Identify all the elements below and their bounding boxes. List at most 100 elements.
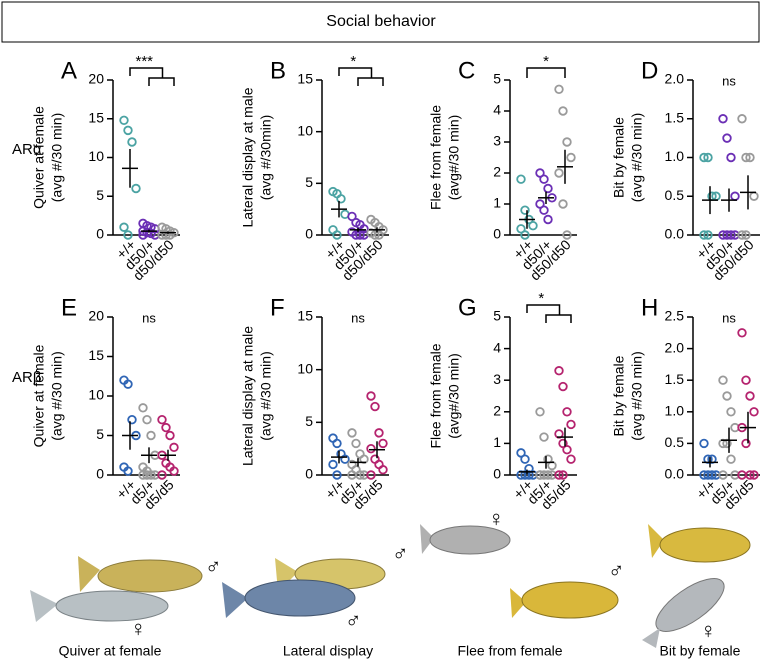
data-point — [378, 438, 388, 449]
y-tick-label: 10 — [297, 360, 313, 376]
data-point — [718, 114, 728, 124]
y-tick-label: 5 — [96, 187, 104, 203]
fish-illustration — [222, 558, 386, 618]
significance-label: ns — [351, 310, 365, 325]
data-point — [123, 466, 133, 476]
data-point — [520, 230, 530, 240]
data-point — [562, 407, 572, 417]
y-tick-label: 1.0 — [665, 148, 685, 164]
y-axis-label: (avg #/30 min) — [629, 351, 645, 440]
y-tick-label: 15 — [88, 347, 104, 363]
data-point — [562, 445, 572, 455]
data-point — [123, 379, 133, 389]
data-point — [328, 459, 338, 470]
data-point — [726, 230, 736, 240]
data-point — [142, 415, 152, 425]
data-point — [726, 407, 736, 417]
data-point — [745, 152, 755, 163]
data-point — [355, 230, 365, 240]
data-point — [520, 454, 530, 464]
y-axis-label: Flee from female — [428, 343, 444, 448]
y-tick-label: 15 — [88, 109, 104, 125]
data-point — [127, 137, 137, 147]
data-point — [558, 470, 568, 480]
data-point — [516, 174, 526, 184]
y-tick-label: 3 — [493, 371, 501, 387]
y-tick-label: 1.5 — [665, 109, 685, 125]
data-point — [123, 230, 133, 240]
data-point — [131, 183, 141, 194]
y-axis-label: Bit by female — [611, 117, 627, 198]
data-point — [157, 470, 167, 480]
data-point — [718, 375, 728, 385]
data-point — [749, 191, 759, 201]
data-point — [528, 220, 538, 231]
illustration-caption: Lateral display — [283, 643, 373, 659]
data-point — [562, 230, 572, 240]
data-point — [703, 470, 713, 480]
data-point — [726, 152, 736, 163]
y-tick-label: 0 — [493, 226, 501, 242]
significance-label: * — [543, 53, 549, 70]
y-tick-label: 5 — [305, 413, 313, 429]
y-axis-label: (avg #/30min) — [258, 115, 274, 201]
data-point — [119, 222, 129, 232]
data-point — [699, 230, 709, 240]
y-tick-label: 2.0 — [665, 71, 685, 87]
panel-letter: G — [458, 294, 477, 321]
data-point — [127, 415, 137, 425]
data-point — [554, 168, 564, 178]
illustration-caption: Bit by female — [660, 643, 741, 659]
panel-letter: H — [641, 294, 658, 321]
data-point — [741, 152, 751, 163]
y-tick-label: 2.0 — [665, 339, 685, 355]
y-tick-label: 0.5 — [665, 434, 685, 450]
data-point — [558, 106, 568, 116]
significance-label: ns — [142, 310, 156, 325]
y-axis-label: Flee from female — [428, 105, 444, 210]
data-point — [161, 422, 171, 433]
y-tick-label: 0 — [493, 466, 501, 482]
significance-bracket — [526, 67, 566, 78]
sex-symbol: ♀ — [488, 506, 505, 531]
data-point — [138, 470, 148, 480]
data-point — [520, 205, 530, 215]
data-point — [370, 230, 380, 240]
data-point — [558, 199, 568, 209]
y-tick-label: 4 — [493, 339, 501, 355]
data-point — [726, 454, 736, 464]
data-point — [169, 466, 179, 476]
y-tick-label: 1.0 — [665, 403, 685, 419]
y-tick-label: 2.5 — [665, 308, 685, 324]
data-point — [539, 174, 549, 184]
significance-label: *** — [135, 53, 153, 70]
sex-symbol: ♂ — [392, 541, 409, 566]
y-tick-label: 15 — [297, 71, 313, 87]
data-point — [169, 442, 179, 453]
data-point — [161, 230, 171, 240]
significance-bracket — [526, 304, 572, 323]
data-point — [539, 432, 549, 442]
y-tick-label: 0 — [305, 226, 313, 242]
data-point — [543, 183, 553, 194]
data-point — [366, 391, 376, 401]
y-tick-label: 0 — [96, 466, 104, 482]
y-axis-label: Bit by female — [611, 355, 627, 436]
data-point — [566, 419, 576, 430]
data-point — [749, 407, 759, 417]
y-tick-label: 5 — [493, 71, 501, 87]
y-tick-label: 1.5 — [665, 371, 685, 387]
significance-label: ns — [722, 310, 736, 325]
data-point — [347, 470, 357, 480]
y-tick-label: 3 — [493, 133, 501, 149]
data-point — [741, 375, 751, 385]
data-point — [378, 465, 388, 475]
data-point — [741, 438, 751, 449]
y-axis-label: (avg #/30 min) — [629, 113, 645, 202]
y-axis-label: (avg#/30 min) — [446, 115, 462, 201]
data-point — [558, 381, 568, 392]
y-axis-label: (avg#/30 min) — [446, 353, 462, 439]
y-axis-label: Quiver at female — [31, 106, 47, 209]
data-point — [543, 214, 553, 225]
y-tick-label: 10 — [297, 122, 313, 138]
